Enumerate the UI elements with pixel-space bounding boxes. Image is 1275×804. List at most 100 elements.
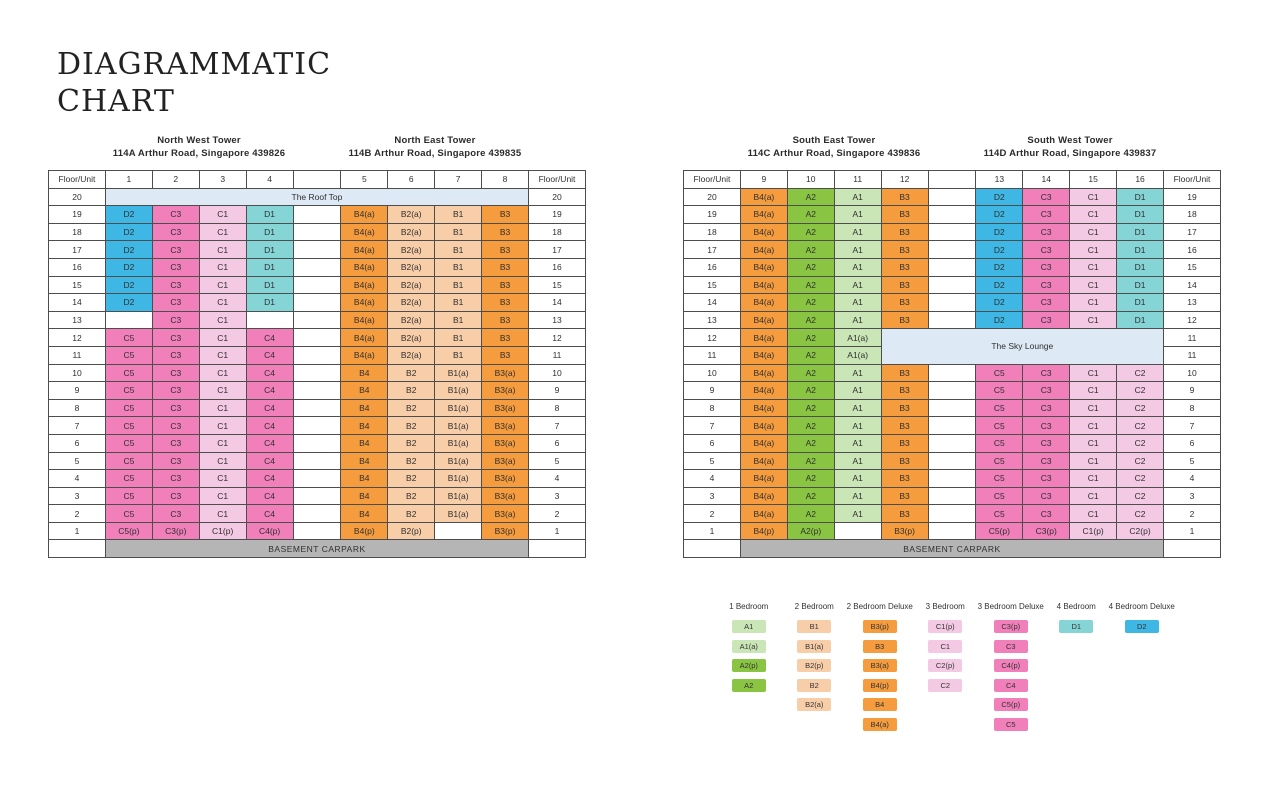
tower-header-left: South East Tower 114C Arthur Road, Singap… [740,134,928,160]
basement-row: BASEMENT CARPARK [48,539,586,559]
unit-cell-B3: B3 [880,293,929,312]
unit-cell-C1: C1 [1069,486,1118,506]
unit-cell-C5: C5 [104,486,153,506]
unit-cell-C5: C5 [104,469,153,488]
tower-gap [292,257,342,277]
unit-cell-C3: C3 [1022,381,1071,400]
floor-row: 5 C5 C3 C1 C4 B4 B2 B1(a) B3(a) 5 [48,451,586,471]
unit-cell-C3: C3 [1022,293,1071,312]
unit-cell-A1: A1 [833,205,882,224]
unit-cell-C1: C1 [1069,504,1118,523]
unit-cell-B4(a): B4(a) [739,293,788,312]
unit-cell-A1: A1 [833,275,882,295]
unit-cell-D2: D2 [104,257,153,277]
legend-swatch-C3(p): C3(p) [993,620,1028,633]
unit-cell-B4(a): B4(a) [739,486,788,506]
unit-cell-B3(a): B3(a) [481,363,529,383]
unit-cell-A1: A1 [833,416,882,435]
tower-table-0: Floor/Unit 1 2 3 4 5 6 7 8 Floor/Unit 20 The Roof T… [48,170,586,559]
tower-address: 114A Arthur Road, Singapore 439826 [112,148,286,159]
empty-unit-cell [434,521,483,541]
unit-cell-B3: B3 [481,310,529,330]
legend-swatch-C2: C2 [928,678,963,692]
tower-gap [927,205,977,224]
unit-cell-B1(a): B1(a) [434,469,483,488]
tower-gap [292,363,342,383]
unit-cell-B4(a): B4(a) [340,275,389,295]
unit-cell-D1: D1 [245,257,294,277]
legend-group: 2 Bedroom Deluxe B3(p) B3 B3(a) B4(p) B4 B4(a) [847,602,913,737]
floor-label: 12 [48,328,106,347]
tower-name: South East Tower [792,135,876,146]
unit-cell-B1(a): B1(a) [434,504,483,523]
unit-cell-C5: C5 [975,381,1024,400]
unit-cell-C3: C3 [1022,486,1071,506]
unit-cell-B2: B2 [387,504,436,523]
floor-label: 11 [1163,328,1221,347]
legend-group: 2 Bedroom B1 B1(a) B2(p) B2 B2(a) [782,602,848,737]
floor-unit-header: Floor/Unit [48,170,106,189]
unit-cell-C1: C1 [198,469,247,488]
unit-cell-C1: C1 [1069,363,1118,383]
unit-cell-C2: C2 [1116,433,1164,453]
unit-cell-B4: B4 [340,363,389,383]
unit-cell-C1: C1 [1069,275,1118,295]
unit-cell-A1: A1 [833,486,882,506]
unit-cell-B4(a): B4(a) [739,363,788,383]
unit-cell-B1(a): B1(a) [434,451,483,471]
tower-gap [292,451,342,471]
tower-gap [927,170,977,189]
floor-label: 1 [683,521,741,541]
unit-cell-A1: A1 [833,240,882,259]
unit-cell-C5: C5 [104,451,153,471]
unit-cell-A2: A2 [786,416,835,435]
floor-label: 3 [528,486,586,506]
floor-label: 18 [528,222,586,242]
floor-row: 11 C5 C3 C1 C4 B4(a) B2(a) B1 B3 11 [48,345,586,365]
unit-cell-B4(a): B4(a) [340,328,389,347]
unit-cell-C3: C3 [151,416,200,435]
unit-cell-D1: D1 [245,205,294,224]
floor-label: 5 [48,451,106,471]
unit-cell-D1: D1 [245,222,294,242]
unit-cell-B4: B4 [340,451,389,471]
unit-cell-C5: C5 [104,328,153,347]
unit-cell-C4: C4 [245,433,294,453]
unit-cell-B4: B4 [340,416,389,435]
unit-column-header-2: 2 [151,170,200,189]
unit-cell-C5: C5 [975,363,1024,383]
floor-row: 3 C5 C3 C1 C4 B4 B2 B1(a) B3(a) 3 [48,486,586,506]
tower-gap [927,275,977,295]
unit-cell-D2: D2 [104,222,153,242]
unit-cell-B2: B2 [387,486,436,506]
unit-cell-C1: C1 [198,275,247,295]
unit-cell-C1: C1 [1069,433,1118,453]
unit-cell-B3(a): B3(a) [481,398,529,418]
legend-swatch-C4(p): C4(p) [993,659,1028,672]
tower-gap [927,381,977,400]
unit-cell-C3: C3 [1022,504,1071,523]
unit-cell-A1: A1 [833,187,882,207]
unit-cell-B3: B3 [880,257,929,277]
floor-label: 10 [48,363,106,383]
unit-cell-B1(a): B1(a) [434,398,483,418]
floor-label: 19 [48,205,106,224]
unit-cell-C5: C5 [104,363,153,383]
unit-cell-D2: D2 [975,222,1024,242]
unit-cell-D2: D2 [975,293,1024,312]
unit-cell-C3: C3 [151,469,200,488]
floor-row: 14 D2 C3 C1 D1 B4(a) B2(a) B1 B3 14 [48,293,586,312]
unit-cell-C2: C2 [1116,381,1164,400]
unit-cell-A1: A1 [833,293,882,312]
unit-cell-B2: B2 [387,451,436,471]
floor-label: 10 [1163,363,1221,383]
unit-cell-B1(a): B1(a) [434,416,483,435]
unit-cell-C1: C1 [1069,240,1118,259]
unit-cell-A2: A2 [786,469,835,488]
floor-label: 11 [48,345,106,365]
unit-column-header-3: 3 [198,170,247,189]
unit-cell-C4: C4 [245,504,294,523]
floor-label: 14 [528,293,586,312]
unit-cell-C1(p): C1(p) [1069,521,1118,541]
unit-cell-C5: C5 [104,345,153,365]
